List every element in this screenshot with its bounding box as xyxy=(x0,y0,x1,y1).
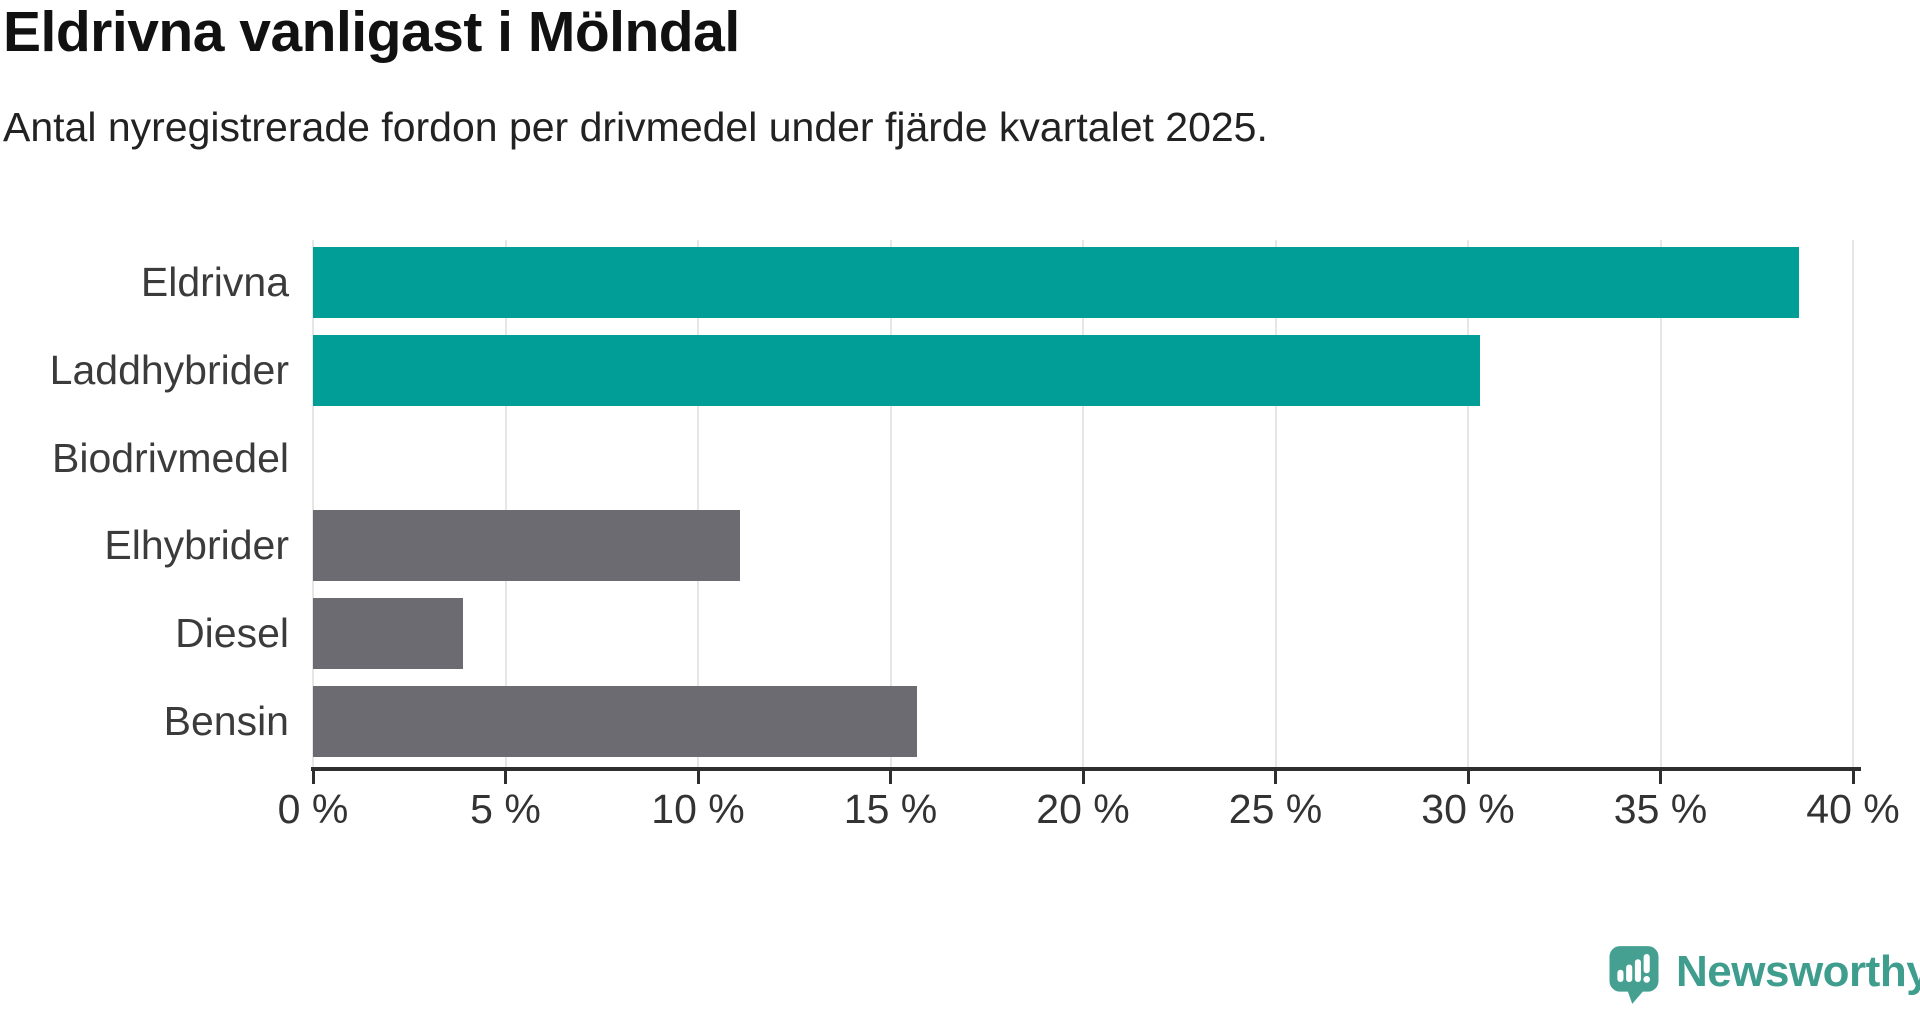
category-label-bensin: Bensin xyxy=(163,698,289,744)
bar-eldrivna xyxy=(313,247,1800,318)
x-gridline xyxy=(312,240,314,767)
x-axis-tick xyxy=(1659,771,1662,784)
x-axis-tick xyxy=(311,771,315,784)
x-axis-tick-label: 5 % xyxy=(470,786,541,832)
bar-elhybrider xyxy=(313,510,741,582)
x-gridline xyxy=(1467,240,1469,767)
category-label-eldrivna: Eldrivna xyxy=(140,259,289,305)
x-axis-tick xyxy=(1081,771,1085,784)
x-axis-tick xyxy=(889,771,892,784)
x-gridline xyxy=(889,240,892,767)
newsworthy-speech-bubble-chart-icon xyxy=(1606,944,1662,1006)
x-axis-tick-label: 20 % xyxy=(1036,786,1130,832)
category-label-elhybrider: Elhybrider xyxy=(104,522,289,569)
x-axis-tick-label: 25 % xyxy=(1228,786,1323,832)
category-label-biodrivmedel: Biodrivmedel xyxy=(52,434,289,481)
x-axis-tick xyxy=(696,771,700,784)
x-gridline xyxy=(1082,240,1084,767)
newsworthy-logo-text: Newsworthy xyxy=(1676,947,1920,996)
x-axis-tick-label: 40 % xyxy=(1806,786,1900,832)
x-axis-tick-label: 30 % xyxy=(1421,786,1515,832)
chart-title: Eldrivna vanligast i Mölndal xyxy=(3,0,740,64)
x-axis-tick-label: 15 % xyxy=(843,786,938,832)
x-axis-tick xyxy=(504,771,507,784)
category-label-diesel: Diesel xyxy=(175,610,289,657)
category-label-laddhybrider: Laddhybrider xyxy=(49,346,289,393)
x-axis-tick-label: 35 % xyxy=(1613,786,1708,832)
x-gridline xyxy=(697,240,699,767)
x-gridline xyxy=(1852,240,1854,767)
chart-subtitle: Antal nyregistrerade fordon per drivmede… xyxy=(3,104,1268,150)
x-gridline xyxy=(1274,240,1277,767)
bar-bensin xyxy=(313,686,918,757)
x-gridline xyxy=(504,240,507,767)
x-axis-tick xyxy=(1274,771,1277,784)
bar-laddhybrider xyxy=(313,334,1480,406)
x-axis-line xyxy=(311,767,1861,771)
x-axis-tick xyxy=(1851,771,1855,784)
bar-diesel xyxy=(313,598,464,670)
x-axis-tick-label: 10 % xyxy=(651,786,745,832)
x-axis-tick-label: 0 % xyxy=(277,786,349,832)
x-axis-tick xyxy=(1466,771,1470,784)
x-gridline xyxy=(1659,240,1662,767)
newsworthy-logo[interactable]: Newsworthy xyxy=(1606,944,1920,1006)
